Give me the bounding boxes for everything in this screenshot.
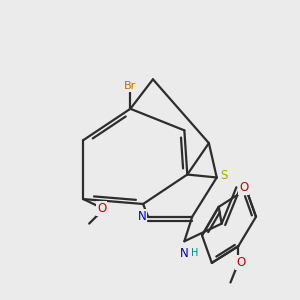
Text: S: S	[220, 169, 228, 182]
Text: O: O	[239, 181, 248, 194]
Text: O: O	[236, 256, 245, 269]
Text: N: N	[180, 247, 189, 260]
Text: O: O	[97, 202, 106, 215]
Text: N: N	[138, 210, 146, 223]
Text: H: H	[191, 248, 198, 258]
Text: Br: Br	[124, 81, 136, 91]
